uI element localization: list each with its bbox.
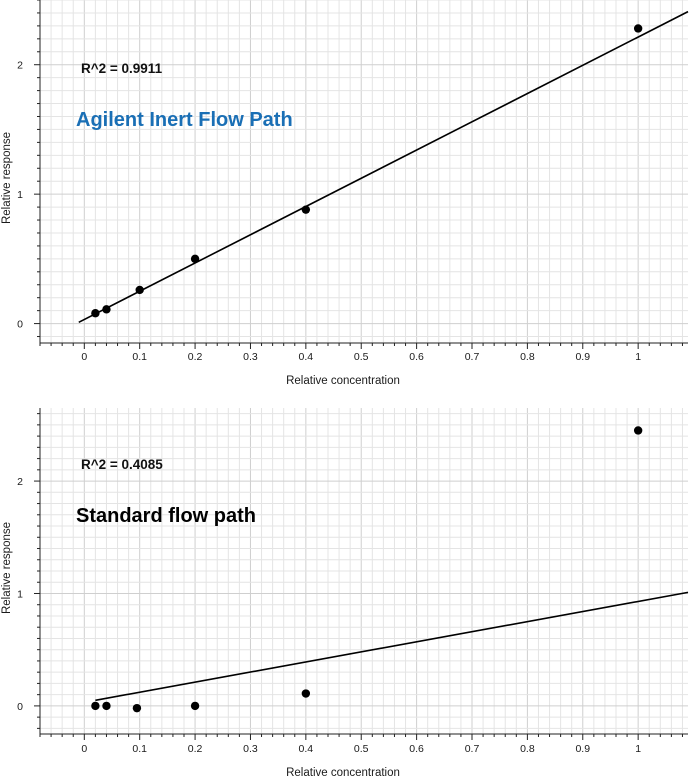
points-layer	[91, 24, 643, 318]
data-point	[190, 254, 200, 264]
x-tick-label: 0.8	[520, 743, 535, 755]
y-tick-labels: 0 1 2	[17, 476, 23, 713]
x-tick-label: 0.4	[299, 743, 314, 755]
fit-line-layer	[95, 591, 689, 702]
data-point	[132, 703, 142, 713]
y-tick-labels: 0 1 2	[17, 60, 23, 331]
y-tick-label: 0	[17, 701, 23, 713]
y-tick-label: 0	[17, 319, 23, 331]
x-tick-label: 0.6	[409, 351, 424, 363]
y-tick-label: 1	[17, 588, 23, 600]
data-point	[135, 285, 144, 295]
data-point	[91, 701, 100, 711]
x-tick-label: 0.5	[354, 351, 369, 363]
y-axis-title: Relative response	[1, 522, 13, 614]
x-tick-label: 0.9	[575, 743, 590, 755]
x-tick-label: 0.4	[299, 351, 314, 363]
data-point	[190, 701, 200, 711]
x-tick-label: 0.1	[132, 743, 147, 755]
x-tick-labels: 0 0.1 0.2 0.3 0.4 0.5 0.6 0.7 0.8 0.9 1	[81, 743, 641, 755]
regression-line	[95, 591, 689, 702]
data-point	[301, 689, 311, 698]
r-squared-annotation: R^2 = 0.9911	[81, 61, 163, 76]
data-point	[102, 701, 111, 711]
gridlines	[39, 0, 688, 343]
data-point	[633, 24, 643, 33]
x-tick-label: 0.1	[132, 351, 147, 363]
x-tick-label: 0	[81, 351, 87, 363]
data-point	[102, 305, 111, 314]
chart-title-agilent: Agilent Inert Flow Path	[76, 109, 293, 131]
x-axis-title: Relative concentration	[286, 767, 400, 777]
x-tick-label: 0.7	[465, 743, 480, 755]
y-tick-label: 1	[17, 189, 23, 201]
x-tick-label: 0.3	[243, 743, 258, 755]
x-tick-label: 0.7	[465, 351, 480, 363]
data-point	[301, 205, 311, 214]
x-tick-label: 0.3	[243, 351, 258, 363]
x-tick-label: 0.2	[188, 743, 203, 755]
chart-standard-flow: 0 0.1 0.2 0.3 0.4 0.5 0.6 0.7 0.8 0.9 1 0 1 2 R^2 = …	[1, 408, 689, 777]
chart-title-standard: Standard flow path	[76, 505, 256, 527]
data-point	[633, 426, 643, 435]
x-tick-labels: 0 0.1 0.2 0.3 0.4 0.5 0.6 0.7 0.8 0.9 1	[81, 351, 641, 363]
gridlines	[39, 408, 688, 734]
x-tick-label: 0	[81, 743, 87, 755]
x-tick-label: 1	[635, 743, 641, 755]
axes	[34, 0, 688, 349]
fit-line-layer	[78, 10, 689, 324]
x-tick-label: 0.6	[409, 743, 424, 755]
x-tick-label: 0.2	[188, 351, 203, 363]
y-axis-title: Relative response	[1, 132, 13, 224]
axes	[34, 408, 688, 740]
x-tick-label: 0.9	[575, 351, 590, 363]
x-axis-title: Relative concentration	[286, 375, 400, 387]
y-tick-label: 2	[17, 476, 23, 488]
y-tick-label: 2	[17, 60, 23, 72]
regression-line	[78, 10, 689, 324]
data-point	[91, 309, 100, 318]
points-layer	[91, 426, 643, 713]
x-tick-label: 0.8	[520, 351, 535, 363]
x-tick-label: 0.5	[354, 743, 369, 755]
chart-agilent-inert: 0 0.1 0.2 0.3 0.4 0.5 0.6 0.7 0.8 0.9 1 0 1 2 R^2 = …	[1, 0, 689, 387]
r-squared-annotation: R^2 = 0.4085	[81, 457, 163, 472]
x-tick-label: 1	[635, 351, 641, 363]
